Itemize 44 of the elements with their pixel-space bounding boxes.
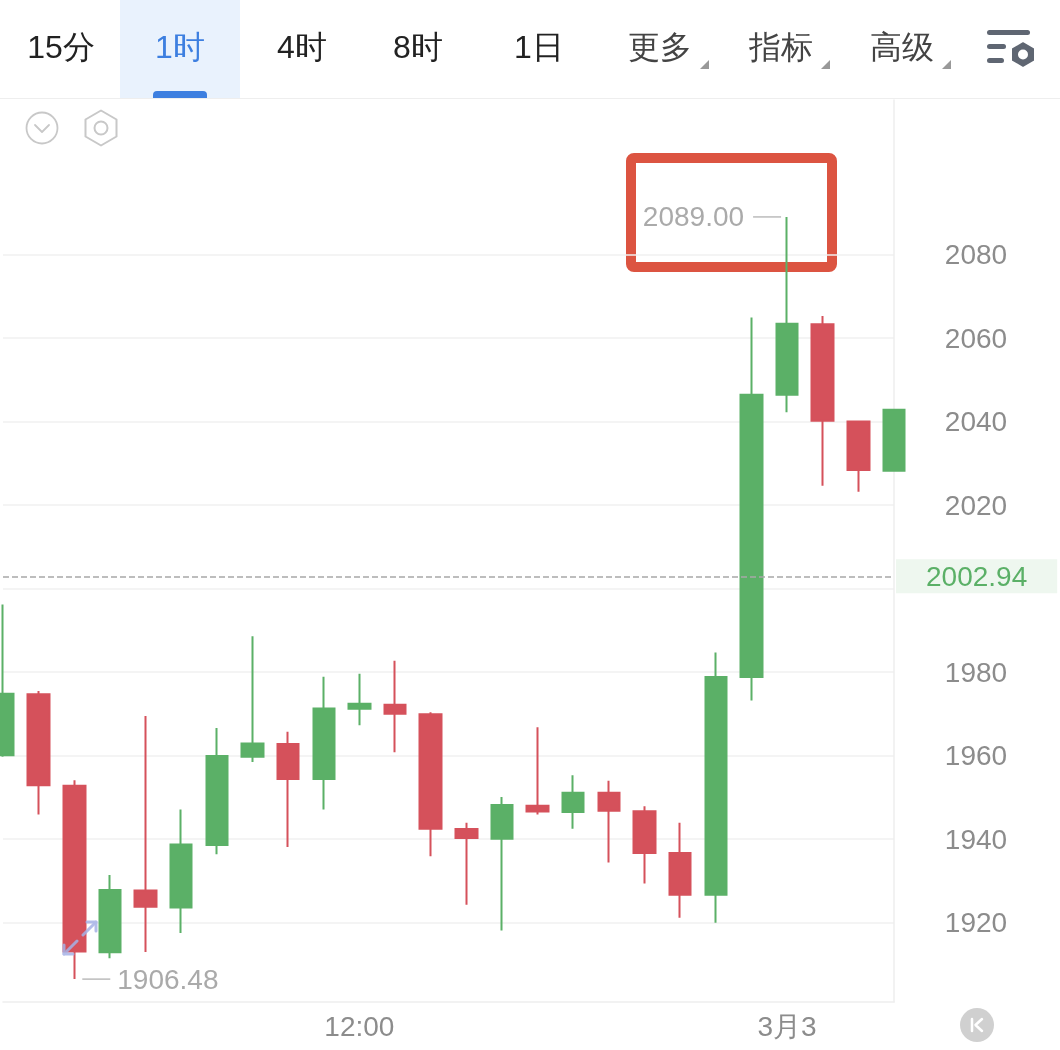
candlestick	[704, 651, 728, 924]
text: 15分	[27, 28, 95, 66]
candlestick	[525, 726, 550, 816]
text: 高级	[870, 28, 934, 66]
candlestick	[810, 314, 835, 487]
text: 1时	[155, 28, 205, 66]
candlestick	[597, 779, 621, 864]
candlestick	[169, 808, 193, 935]
y-tick-label: 1960	[944, 740, 1008, 772]
y-tick-label: 2080	[944, 239, 1008, 271]
candlestick	[882, 408, 906, 472]
candlestick	[454, 821, 479, 906]
y-tick-label: 1980	[944, 656, 1008, 688]
candlestick	[383, 659, 407, 754]
candlestick	[846, 419, 871, 493]
candlestick	[240, 635, 265, 763]
candlestick	[490, 795, 514, 932]
candlestick	[133, 714, 158, 953]
candlestick	[632, 805, 657, 885]
x-tick-label: 3月3	[757, 1010, 817, 1042]
text: 更多	[628, 28, 692, 66]
candlestick	[205, 727, 229, 856]
y-tick-label: 1920	[944, 907, 1008, 939]
candlestick	[26, 689, 51, 816]
y-tick-label: 2060	[944, 322, 1008, 354]
annotation: 1906.48	[117, 963, 219, 995]
text: 1日	[514, 28, 564, 66]
text: 指标	[749, 28, 813, 66]
candlestick	[312, 675, 336, 811]
ref-line-label: 2002.94	[926, 560, 1028, 592]
text: 4时	[277, 28, 327, 66]
candlestick	[739, 316, 764, 702]
text: 8时	[393, 28, 443, 66]
candlestick	[775, 215, 799, 414]
candlestick	[276, 730, 300, 849]
y-tick-label: 2040	[944, 406, 1008, 438]
candlestick	[668, 821, 692, 919]
x-tick-label: 12:00	[324, 1010, 395, 1042]
candlestick	[347, 672, 372, 727]
candlestick	[418, 711, 443, 858]
y-tick-label: 1940	[944, 823, 1008, 855]
candlestick	[561, 774, 585, 830]
y-tick-label: 2020	[944, 489, 1008, 521]
annotation: 2089.00	[642, 201, 745, 233]
